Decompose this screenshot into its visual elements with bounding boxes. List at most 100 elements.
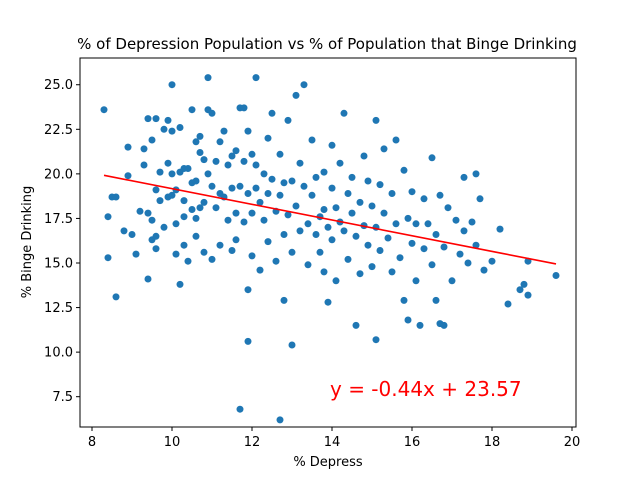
data-point — [472, 170, 480, 178]
x-tick-label: 20 — [564, 435, 581, 450]
data-point — [376, 181, 384, 189]
data-point — [424, 220, 432, 228]
data-point — [200, 198, 208, 206]
regression-line — [103, 174, 557, 265]
data-point — [200, 156, 208, 164]
data-point — [280, 296, 288, 304]
data-point — [356, 198, 364, 206]
data-point — [104, 213, 112, 221]
data-point — [384, 234, 392, 242]
data-point — [132, 250, 140, 258]
data-point — [248, 150, 256, 158]
data-point — [212, 157, 220, 165]
plot-frame — [79, 57, 577, 428]
data-point — [216, 138, 224, 146]
data-point — [476, 195, 484, 203]
data-point — [212, 204, 220, 212]
data-point — [232, 209, 240, 217]
data-point — [188, 106, 196, 114]
data-point — [112, 293, 120, 301]
data-point — [232, 236, 240, 244]
data-point — [100, 106, 108, 114]
data-point — [192, 232, 200, 240]
data-point — [252, 161, 260, 169]
data-point — [292, 91, 300, 99]
data-point — [268, 109, 276, 117]
data-point — [168, 191, 176, 199]
y-axis-label: % Binge Drinking — [20, 186, 35, 298]
data-point — [368, 202, 376, 210]
y-tick-label: 12.5 — [44, 301, 73, 316]
data-point — [400, 166, 408, 174]
data-point — [268, 175, 276, 183]
data-point — [520, 280, 528, 288]
data-point — [160, 125, 168, 133]
data-point — [208, 109, 216, 117]
data-point — [176, 124, 184, 131]
data-point — [300, 182, 308, 190]
data-point — [156, 168, 164, 176]
data-point — [440, 321, 448, 329]
data-point — [344, 190, 352, 197]
data-point — [236, 405, 244, 413]
data-point — [444, 204, 452, 212]
data-point — [128, 231, 136, 238]
data-point — [224, 161, 232, 169]
data-point — [284, 211, 292, 219]
data-point — [524, 291, 532, 299]
data-point — [360, 152, 368, 160]
data-point — [192, 138, 200, 146]
data-point — [496, 225, 504, 233]
data-point — [364, 241, 372, 249]
data-point — [148, 136, 156, 144]
data-point — [468, 218, 476, 226]
data-point — [224, 216, 232, 224]
regression-layer — [103, 174, 557, 265]
data-point — [416, 321, 424, 329]
data-point — [208, 182, 216, 190]
data-point — [112, 193, 120, 201]
data-point — [276, 150, 284, 158]
data-point — [140, 145, 148, 153]
data-point — [184, 257, 192, 265]
data-point — [440, 243, 448, 251]
data-point — [184, 165, 192, 172]
data-point — [276, 191, 284, 199]
data-point — [388, 190, 396, 197]
data-point — [296, 227, 304, 235]
y-tick-label: 10.0 — [44, 346, 73, 361]
data-point — [152, 245, 160, 253]
data-point — [464, 259, 472, 267]
data-point — [180, 213, 188, 221]
data-point — [364, 177, 372, 185]
data-point — [344, 255, 352, 263]
data-point — [140, 161, 148, 169]
data-point — [244, 286, 252, 294]
data-point — [392, 136, 400, 144]
data-point — [396, 254, 404, 262]
data-point — [172, 250, 180, 258]
data-point — [164, 116, 172, 124]
data-point — [168, 127, 176, 135]
data-point — [152, 186, 160, 194]
y-axis: 7.5 10.0 12.5 15.0 17.5 20.0 22.5 25.0 — [44, 78, 80, 405]
y-tick-label: 20.0 — [44, 167, 73, 182]
data-point — [428, 154, 436, 162]
data-point — [264, 134, 272, 142]
data-point — [472, 241, 480, 249]
data-point — [404, 316, 412, 324]
data-point — [144, 209, 152, 217]
data-point — [320, 206, 328, 213]
y-tick-label: 22.5 — [44, 123, 73, 138]
data-point — [328, 184, 336, 192]
x-axis: 8 10 12 14 16 18 20 — [88, 427, 580, 450]
data-point — [380, 209, 388, 217]
data-point — [504, 300, 512, 308]
y-tick-label: 15.0 — [44, 257, 73, 272]
data-point — [304, 220, 312, 228]
data-point — [160, 223, 168, 231]
x-tick-label: 16 — [404, 435, 421, 450]
data-point — [252, 74, 260, 82]
data-point — [432, 231, 440, 238]
data-point — [172, 220, 180, 228]
